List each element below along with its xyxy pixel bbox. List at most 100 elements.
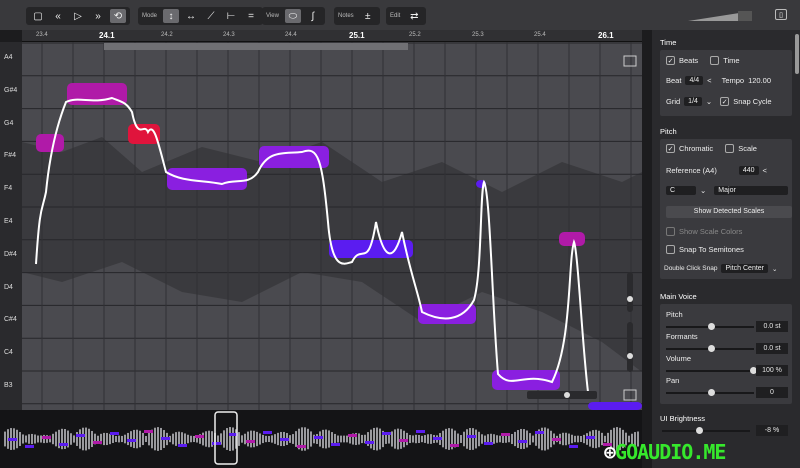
fit-view-icon[interactable] (623, 55, 637, 67)
swap-icon[interactable]: ⇄ (410, 10, 419, 22)
show-detected-scales-button[interactable]: Show Detected Scales (666, 206, 792, 218)
zoom-slider[interactable] (688, 11, 752, 21)
slider-knob[interactable] (708, 323, 715, 330)
fast-forward-icon[interactable]: » (95, 10, 101, 22)
beat-field[interactable]: 4/4 (685, 76, 704, 85)
waveform-bar (307, 428, 309, 450)
overview-strip[interactable] (0, 410, 642, 468)
overview-viewport[interactable] (214, 411, 238, 465)
note-blob[interactable] (167, 168, 247, 190)
vertical-zoom-slider[interactable] (627, 322, 633, 372)
waveform-bar (517, 430, 519, 448)
chevron-down-icon[interactable]: ⌄ (772, 265, 778, 273)
waveform-bar (376, 427, 378, 451)
waveform-bar (472, 428, 474, 450)
grid-select[interactable]: 1/4 (684, 97, 702, 106)
panel-toggle-icon[interactable]: ▯ (775, 9, 787, 20)
play-icon[interactable]: ▷ (74, 10, 82, 22)
volume-value[interactable]: 100 % (756, 365, 788, 376)
reference-field[interactable]: 440 (738, 166, 759, 175)
waveform-bar (268, 435, 270, 443)
reference-arrow-icon[interactable]: < (762, 166, 767, 175)
pitch-editor[interactable] (22, 42, 642, 410)
tempo-field[interactable]: 120.00 (748, 76, 772, 85)
time-move-icon[interactable]: ↔ (186, 10, 197, 22)
beat-arrow-icon[interactable]: < (707, 76, 712, 85)
beats-checkbox[interactable]: ✓ (666, 56, 675, 65)
formants-value[interactable]: 0.0 st (756, 343, 788, 354)
pan-value[interactable]: 0 (756, 387, 788, 398)
loop-icon[interactable]: ⟲ (110, 9, 126, 23)
overview-note (535, 431, 544, 434)
waveform-bar (115, 435, 117, 443)
scale-checkbox[interactable] (725, 144, 735, 153)
waveform-bar (415, 434, 417, 444)
pan-slider[interactable] (666, 389, 754, 396)
note-blob[interactable] (418, 304, 476, 324)
snap-cycle-checkbox[interactable]: ✓ (720, 97, 730, 106)
time-checkbox[interactable] (710, 56, 720, 65)
waveform-bar (94, 433, 96, 445)
curve-tool-icon[interactable]: ⟋ (207, 10, 215, 22)
formants-slider[interactable] (666, 345, 754, 352)
key-select[interactable]: C (666, 186, 696, 195)
waveform-bar (622, 429, 624, 449)
horizontal-scrollbar[interactable] (104, 43, 408, 50)
waveform-bar (463, 431, 465, 447)
slider-knob[interactable] (564, 392, 570, 398)
waveform-bar (364, 434, 366, 444)
scale-mode-select[interactable]: Major (714, 186, 789, 195)
note-blob[interactable] (559, 232, 585, 246)
chromatic-checkbox[interactable]: ✓ (666, 144, 675, 153)
flatten-tool-icon[interactable]: = (248, 10, 254, 22)
vertical-zoom-slider[interactable] (627, 272, 633, 312)
ui-brightness-slider[interactable] (662, 427, 750, 434)
waveform-bar (154, 427, 156, 451)
waveform-bar (343, 435, 345, 443)
menu-icon[interactable] (623, 389, 637, 401)
stop-icon[interactable]: ▢ (33, 10, 43, 22)
blob-width-slider[interactable] (527, 391, 597, 399)
chevron-down-icon[interactable]: ⌄ (705, 97, 713, 106)
note-blob[interactable] (36, 134, 64, 152)
timeline-ruler[interactable]: 23.4 24.1 24.2 24.3 24.4 25.1 25.2 25.3 25.4 26.1 (22, 30, 642, 42)
blob-view-icon[interactable]: ⬭ (284, 9, 301, 23)
waveform-bar (19, 432, 21, 446)
waveform-bar (502, 435, 504, 443)
slider-knob[interactable] (695, 427, 703, 434)
slider-knob[interactable] (627, 353, 633, 359)
split-tool-icon[interactable]: ⊢ (226, 10, 236, 22)
waveform-bar (244, 433, 246, 445)
waveform-bar (613, 427, 615, 451)
waveform-bar (469, 427, 471, 451)
waveform-bar (394, 429, 396, 449)
waveform-bar (382, 430, 384, 448)
double-click-snap-select[interactable]: Pitch Center (721, 264, 769, 273)
waveform-bar (277, 432, 279, 446)
snap-semitones-checkbox[interactable] (666, 245, 675, 254)
pitch-move-icon[interactable]: ↕ (163, 9, 180, 23)
slider-knob[interactable] (708, 345, 715, 352)
show-scale-colors-label: Show Scale Colors (679, 227, 743, 236)
slider-knob[interactable] (750, 367, 757, 374)
chevron-down-icon[interactable]: ⌄ (700, 186, 707, 195)
note-blob[interactable] (67, 83, 127, 105)
pitch-value[interactable]: 0.0 st (756, 321, 788, 332)
notes-plusminus-icon[interactable]: ± (364, 10, 371, 22)
toolbar: ▢ « ▷ » ⟲ Mode ↕ ↔ ⟋ ⊢ = View ⬭ ∫ Notes … (0, 0, 800, 30)
waveform-bar (451, 428, 453, 450)
waveform-bar (265, 435, 267, 443)
volume-slider[interactable] (666, 367, 757, 374)
panel-scrollbar[interactable] (795, 34, 799, 74)
slider-knob[interactable] (627, 296, 633, 302)
waveform-bar (211, 431, 213, 447)
rewind-icon[interactable]: « (55, 10, 61, 22)
slider-knob[interactable] (708, 389, 715, 396)
pitch-slider[interactable] (666, 323, 754, 330)
ui-brightness-value[interactable]: -8 % (756, 425, 788, 436)
ui-brightness-title: UI Brightness (660, 414, 706, 423)
curve-view-icon[interactable]: ∫ (311, 10, 315, 22)
note-blob[interactable] (588, 402, 642, 410)
show-scale-colors-checkbox[interactable] (666, 227, 675, 236)
chromatic-label: Chromatic (679, 144, 714, 153)
